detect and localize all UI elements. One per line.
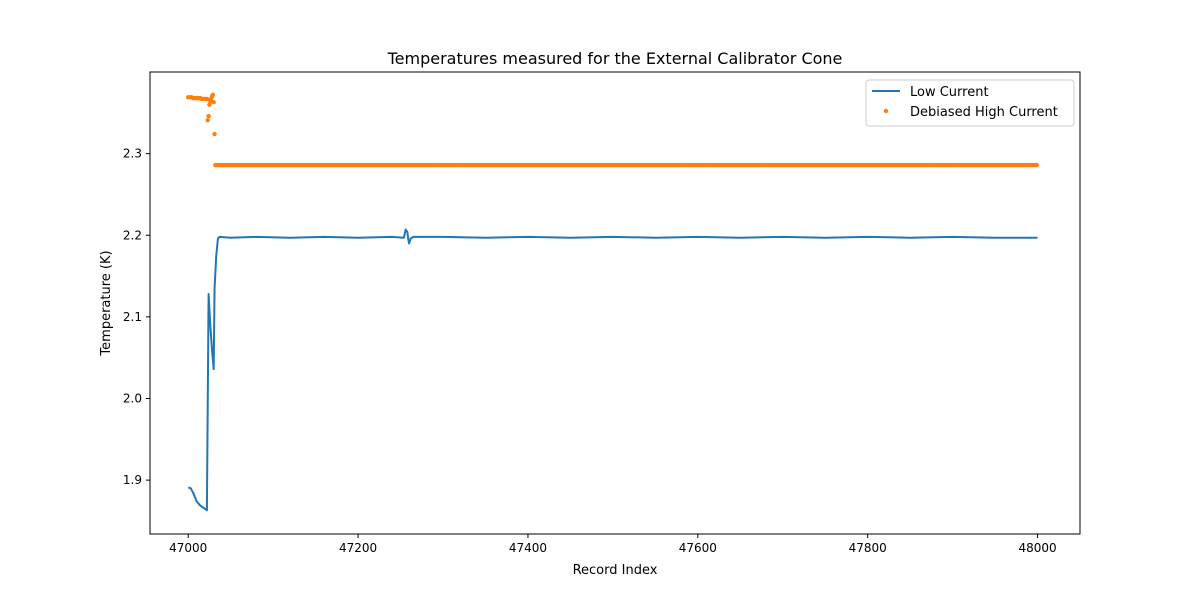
legend-dot-swatch xyxy=(883,108,889,114)
series-scatter-high-current xyxy=(186,92,1039,168)
legend-box xyxy=(865,79,1075,127)
ticks-layer: 47000 47200 47400 47600 47800 48000 1.9 2.0 2.1 2… xyxy=(123,147,1057,555)
x-tick-label: 47800 xyxy=(849,541,887,555)
y-tick-label: 2.1 xyxy=(123,310,142,324)
scatter-point xyxy=(210,92,216,98)
chart-title: Temperatures measured for the External C… xyxy=(387,49,843,68)
y-tick-label: 2.3 xyxy=(123,147,142,161)
y-tick-label: 2.2 xyxy=(123,228,142,242)
scatter-point xyxy=(212,131,217,137)
y-axis-label: Temperature (K) xyxy=(99,250,114,356)
x-tick-label: 47000 xyxy=(169,541,207,555)
scatter-point xyxy=(204,96,210,102)
x-tick-label: 47200 xyxy=(339,541,377,555)
plot-frame xyxy=(149,71,1081,535)
x-tick-label: 48000 xyxy=(1018,541,1056,555)
scatter-point xyxy=(211,100,216,105)
x-tick-label: 47600 xyxy=(679,541,717,555)
series-line-low-current xyxy=(187,228,1038,512)
y-tick-label: 2.0 xyxy=(123,392,142,406)
legend: Low Current Debiased High Current xyxy=(865,79,1075,127)
x-axis-label: Record Index xyxy=(573,563,658,578)
legend-label-low-current: Low Current xyxy=(910,85,989,100)
x-tick-label: 47400 xyxy=(509,541,547,555)
scatter-point xyxy=(1034,162,1039,168)
y-tick-label: 1.9 xyxy=(123,473,142,487)
scatter-point xyxy=(206,113,211,119)
scatter-point xyxy=(205,117,210,123)
legend-label-high-current: Debiased High Current xyxy=(910,105,1058,120)
plot-layer xyxy=(186,92,1039,512)
axes-layer xyxy=(149,71,1081,535)
